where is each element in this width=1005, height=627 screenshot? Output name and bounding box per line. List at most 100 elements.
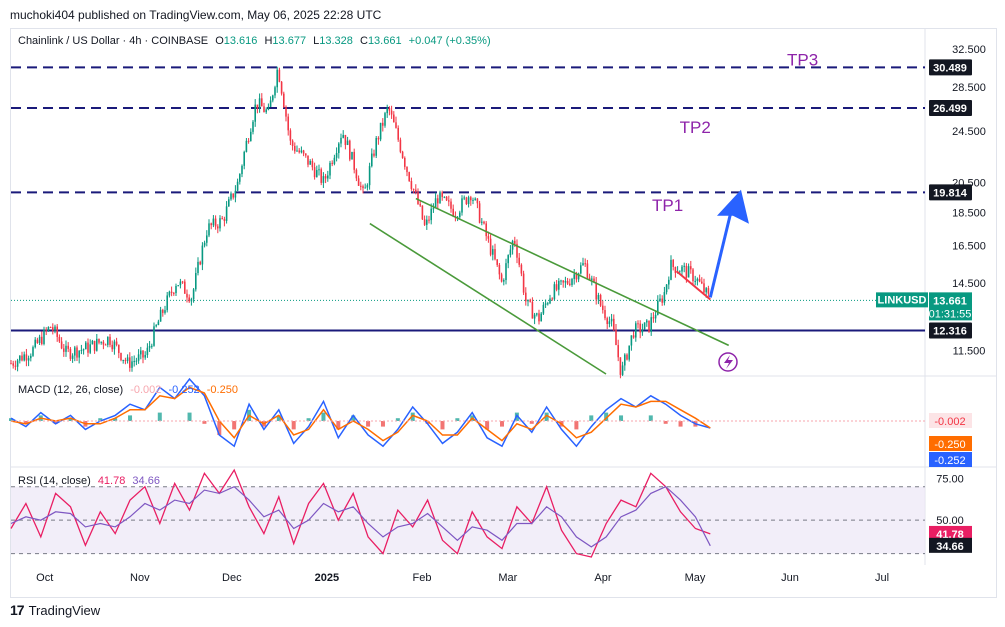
rsi-value-tag [929,525,972,541]
candle-body [269,100,272,107]
candle-body [261,98,263,107]
candle-body [518,257,520,265]
candle-body [448,200,450,202]
candle-body [41,336,43,344]
macd-value-tag [929,436,972,451]
macd-histogram-bar [232,421,237,430]
candle-body [639,323,641,333]
candle-body [76,347,78,358]
candle-body [151,345,153,347]
low-label: L [313,35,320,47]
candle-body [168,291,171,296]
candle-body [210,223,212,226]
candle-body [668,279,670,285]
candle-body [549,298,551,304]
candle-body [265,109,267,113]
candle-body [551,298,553,300]
candle-body [375,137,377,156]
candle-body [236,181,239,191]
candle-body [388,107,391,111]
candle-body [34,339,36,348]
candle-body [377,137,380,140]
candle-body [245,140,248,152]
time-tick-label: Nov [130,572,150,584]
tradingview-logo[interactable]: 17 TradingView [10,602,100,618]
candle-body [190,299,193,302]
candle-body [82,349,85,351]
candle-body [307,155,309,165]
candle-body [349,140,351,160]
candle-body [342,134,344,138]
candle-body [45,329,47,331]
candle-body [379,122,382,140]
level-price-tag-text: 26.499 [933,103,967,115]
macd-histogram-value: -0.002 [130,384,162,396]
candle-body [21,355,23,361]
candle-body [500,274,503,282]
candle-body [654,314,657,319]
candle-body [670,259,672,280]
candle-body [184,281,186,294]
candle-body [254,104,256,122]
current-price-text: 13.661 [933,295,967,307]
candle-body [272,95,274,101]
macd-histogram-bar [604,412,609,421]
candle-body [685,265,688,278]
pullback-line [675,270,711,301]
candle-body [214,218,217,227]
candle-body [681,266,683,272]
candle-body [113,341,116,350]
macd-histogram-bar [425,421,430,424]
candle-body [441,192,443,197]
macd-title: MACD (12, 26, close) [18,384,124,396]
candle-body [247,140,250,142]
candle-body [250,131,252,142]
candle-body [331,162,333,164]
candle-body [494,249,496,260]
macd-histogram-bar [440,421,445,430]
candle-body [485,223,487,237]
candle-body [408,172,410,182]
candle-body [36,339,39,343]
candle-body [522,273,525,293]
candle-body [296,150,298,152]
candle-body [258,98,261,109]
candle-body [104,344,107,346]
candle-body [659,298,661,301]
level-price-tag-text: 12.316 [933,325,967,337]
current-price-tag [929,292,972,321]
candle-body [276,69,278,88]
candle-body [683,265,685,267]
macd-legend: MACD (12, 26, close) -0.002 -0.252 -0.25… [18,384,242,396]
candle-body [514,240,516,244]
publish-byline: muchoki404 published on TradingView.com,… [10,8,382,22]
candle-body [465,197,468,205]
candle-body [153,326,155,346]
candle-body [474,198,476,200]
candle-body [316,170,318,178]
wedge-lower-line [369,222,607,375]
candle-body [23,354,25,361]
chart-frame [10,28,997,598]
candle-body [32,347,34,356]
macd-histogram-bar [291,421,296,430]
macd-value-tag-text: -0.252 [934,455,965,467]
candle-body [430,208,432,221]
candle-body [371,153,373,167]
candle-body [355,169,358,179]
candle-body [593,278,595,283]
candle-body [49,327,52,329]
candle-body [553,284,556,300]
macd-signal-value: -0.250 [206,384,238,396]
symbol-legend: Chainlink / US Dollar · 4h · COINBASE O1… [18,35,495,47]
close-value: 13.661 [367,35,402,47]
candle-body [324,176,327,179]
level-price-tag [929,184,972,201]
candle-body [547,303,549,305]
target-label: TP3 [787,50,818,69]
candle-body [615,329,617,346]
candle-body [560,280,562,282]
candle-body [705,288,707,293]
candle-body [126,357,129,362]
